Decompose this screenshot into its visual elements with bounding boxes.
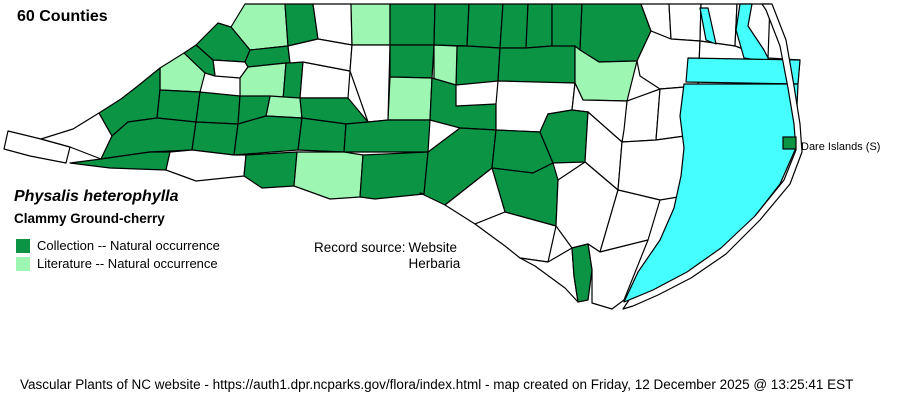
record-source: Record source: Website Herbaria [314,240,460,272]
county-9-collection [525,3,553,49]
county-26-collection [389,44,435,79]
county-37-collection [195,91,241,125]
county-41-literature [387,76,433,121]
record-source-value: Herbaria [408,256,461,271]
footer-credit-line: Vascular Plants of NC website - https://… [20,377,854,392]
county-57-collection [359,151,429,200]
county-70-collection [571,243,593,303]
county-54-none [165,149,247,182]
county-52-collection [343,119,431,153]
county-13-none [668,3,702,42]
record-source-value: Website [408,240,458,255]
map-legend: Collection -- Natural occurrence Literat… [16,238,220,275]
county-36-collection [156,89,201,123]
county-8-collection [499,3,529,49]
water-body-2 [699,7,717,45]
record-source-values: Website Herbaria [409,240,461,272]
county-49-collection [191,121,239,156]
common-name: Clammy Ground-cherry [14,211,165,226]
county-7-collection [466,3,504,49]
county-5-collection [389,3,436,46]
county-21-literature [239,62,287,101]
county-19-collection [183,44,216,77]
dare-islands-label: Dare Islands (S) [801,141,881,153]
legend-label-literature: Literature -- Natural occurrence [37,256,218,271]
legend-row-collection: Collection -- Natural occurrence [16,238,220,253]
literature-color-swatch [16,256,30,271]
outer-banks-strip [622,3,803,310]
county-count-title: 60 Counties [17,8,108,25]
county-28-collection [497,45,576,84]
species-block: Physalis heterophylla Clammy Ground-cher… [14,188,179,226]
county-polygons-layer [3,3,801,310]
legend-label-collection: Collection -- Natural occurrence [37,238,220,253]
dare-islands-square [782,136,797,150]
county-56-literature [293,151,364,200]
outer-banks-layer [622,3,803,310]
county-10-collection [551,3,583,51]
collection-color-swatch [16,238,30,253]
nc-county-map [3,3,803,310]
county-51-collection [297,117,347,153]
county-55-collection [243,151,298,189]
county-6-collection [433,3,470,47]
county-38-literature [265,95,303,119]
legend-row-literature: Literature -- Natural occurrence [16,256,220,271]
record-source-label: Record source: [314,240,406,255]
scientific-name: Physalis heterophylla [14,188,179,205]
county-4-literature [350,3,391,46]
dare-islands-marker [782,136,797,150]
water-body-1 [735,3,771,63]
county-50-collection [233,115,303,156]
county-27-collection [455,45,501,86]
county-42-collection [429,77,497,131]
